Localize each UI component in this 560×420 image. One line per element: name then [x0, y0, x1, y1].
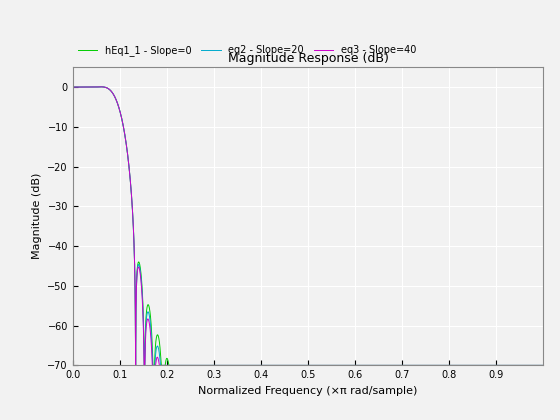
- eq2 - Slope=20: [69, 84, 76, 89]
- eq3 - Slope=40: [69, 84, 76, 89]
- Legend: hEq1_1 - Slope=0, eq2 - Slope=20, eq3 - Slope=40: hEq1_1 - Slope=0, eq2 - Slope=20, eq3 - …: [78, 45, 417, 56]
- Line: eq2 - Slope=20: eq2 - Slope=20: [73, 87, 543, 365]
- eq3 - Slope=40: [486, 363, 493, 368]
- eq3 - Slope=40: [452, 363, 459, 368]
- hEq1_1 - Slope=0: [132, 363, 139, 368]
- hEq1_1 - Slope=0: [383, 363, 390, 368]
- eq3 - Slope=40: [383, 363, 390, 368]
- hEq1_1 - Slope=0: [540, 363, 547, 368]
- hEq1_1 - Slope=0: [452, 363, 459, 368]
- eq3 - Slope=40: [510, 363, 517, 368]
- eq2 - Slope=20: [486, 363, 493, 368]
- eq2 - Slope=20: [540, 363, 547, 368]
- eq2 - Slope=20: [132, 363, 139, 368]
- eq2 - Slope=20: [510, 363, 517, 368]
- Title: Magnitude Response (dB): Magnitude Response (dB): [227, 52, 389, 65]
- Line: eq3 - Slope=40: eq3 - Slope=40: [73, 87, 543, 365]
- hEq1_1 - Slope=0: [510, 363, 517, 368]
- eq3 - Slope=40: [132, 363, 139, 368]
- hEq1_1 - Slope=0: [97, 84, 104, 89]
- Line: hEq1_1 - Slope=0: hEq1_1 - Slope=0: [73, 87, 543, 365]
- eq3 - Slope=40: [528, 363, 534, 368]
- hEq1_1 - Slope=0: [69, 84, 76, 89]
- X-axis label: Normalized Frequency (×π rad/sample): Normalized Frequency (×π rad/sample): [198, 386, 418, 396]
- hEq1_1 - Slope=0: [486, 363, 493, 368]
- eq3 - Slope=40: [97, 84, 104, 89]
- eq2 - Slope=20: [106, 87, 113, 92]
- hEq1_1 - Slope=0: [106, 87, 113, 92]
- eq2 - Slope=20: [452, 363, 459, 368]
- eq2 - Slope=20: [528, 363, 534, 368]
- eq3 - Slope=40: [540, 363, 547, 368]
- eq2 - Slope=20: [97, 84, 104, 89]
- eq2 - Slope=20: [383, 363, 390, 368]
- Y-axis label: Magnitude (dB): Magnitude (dB): [32, 173, 42, 260]
- eq3 - Slope=40: [106, 87, 113, 92]
- hEq1_1 - Slope=0: [528, 363, 534, 368]
